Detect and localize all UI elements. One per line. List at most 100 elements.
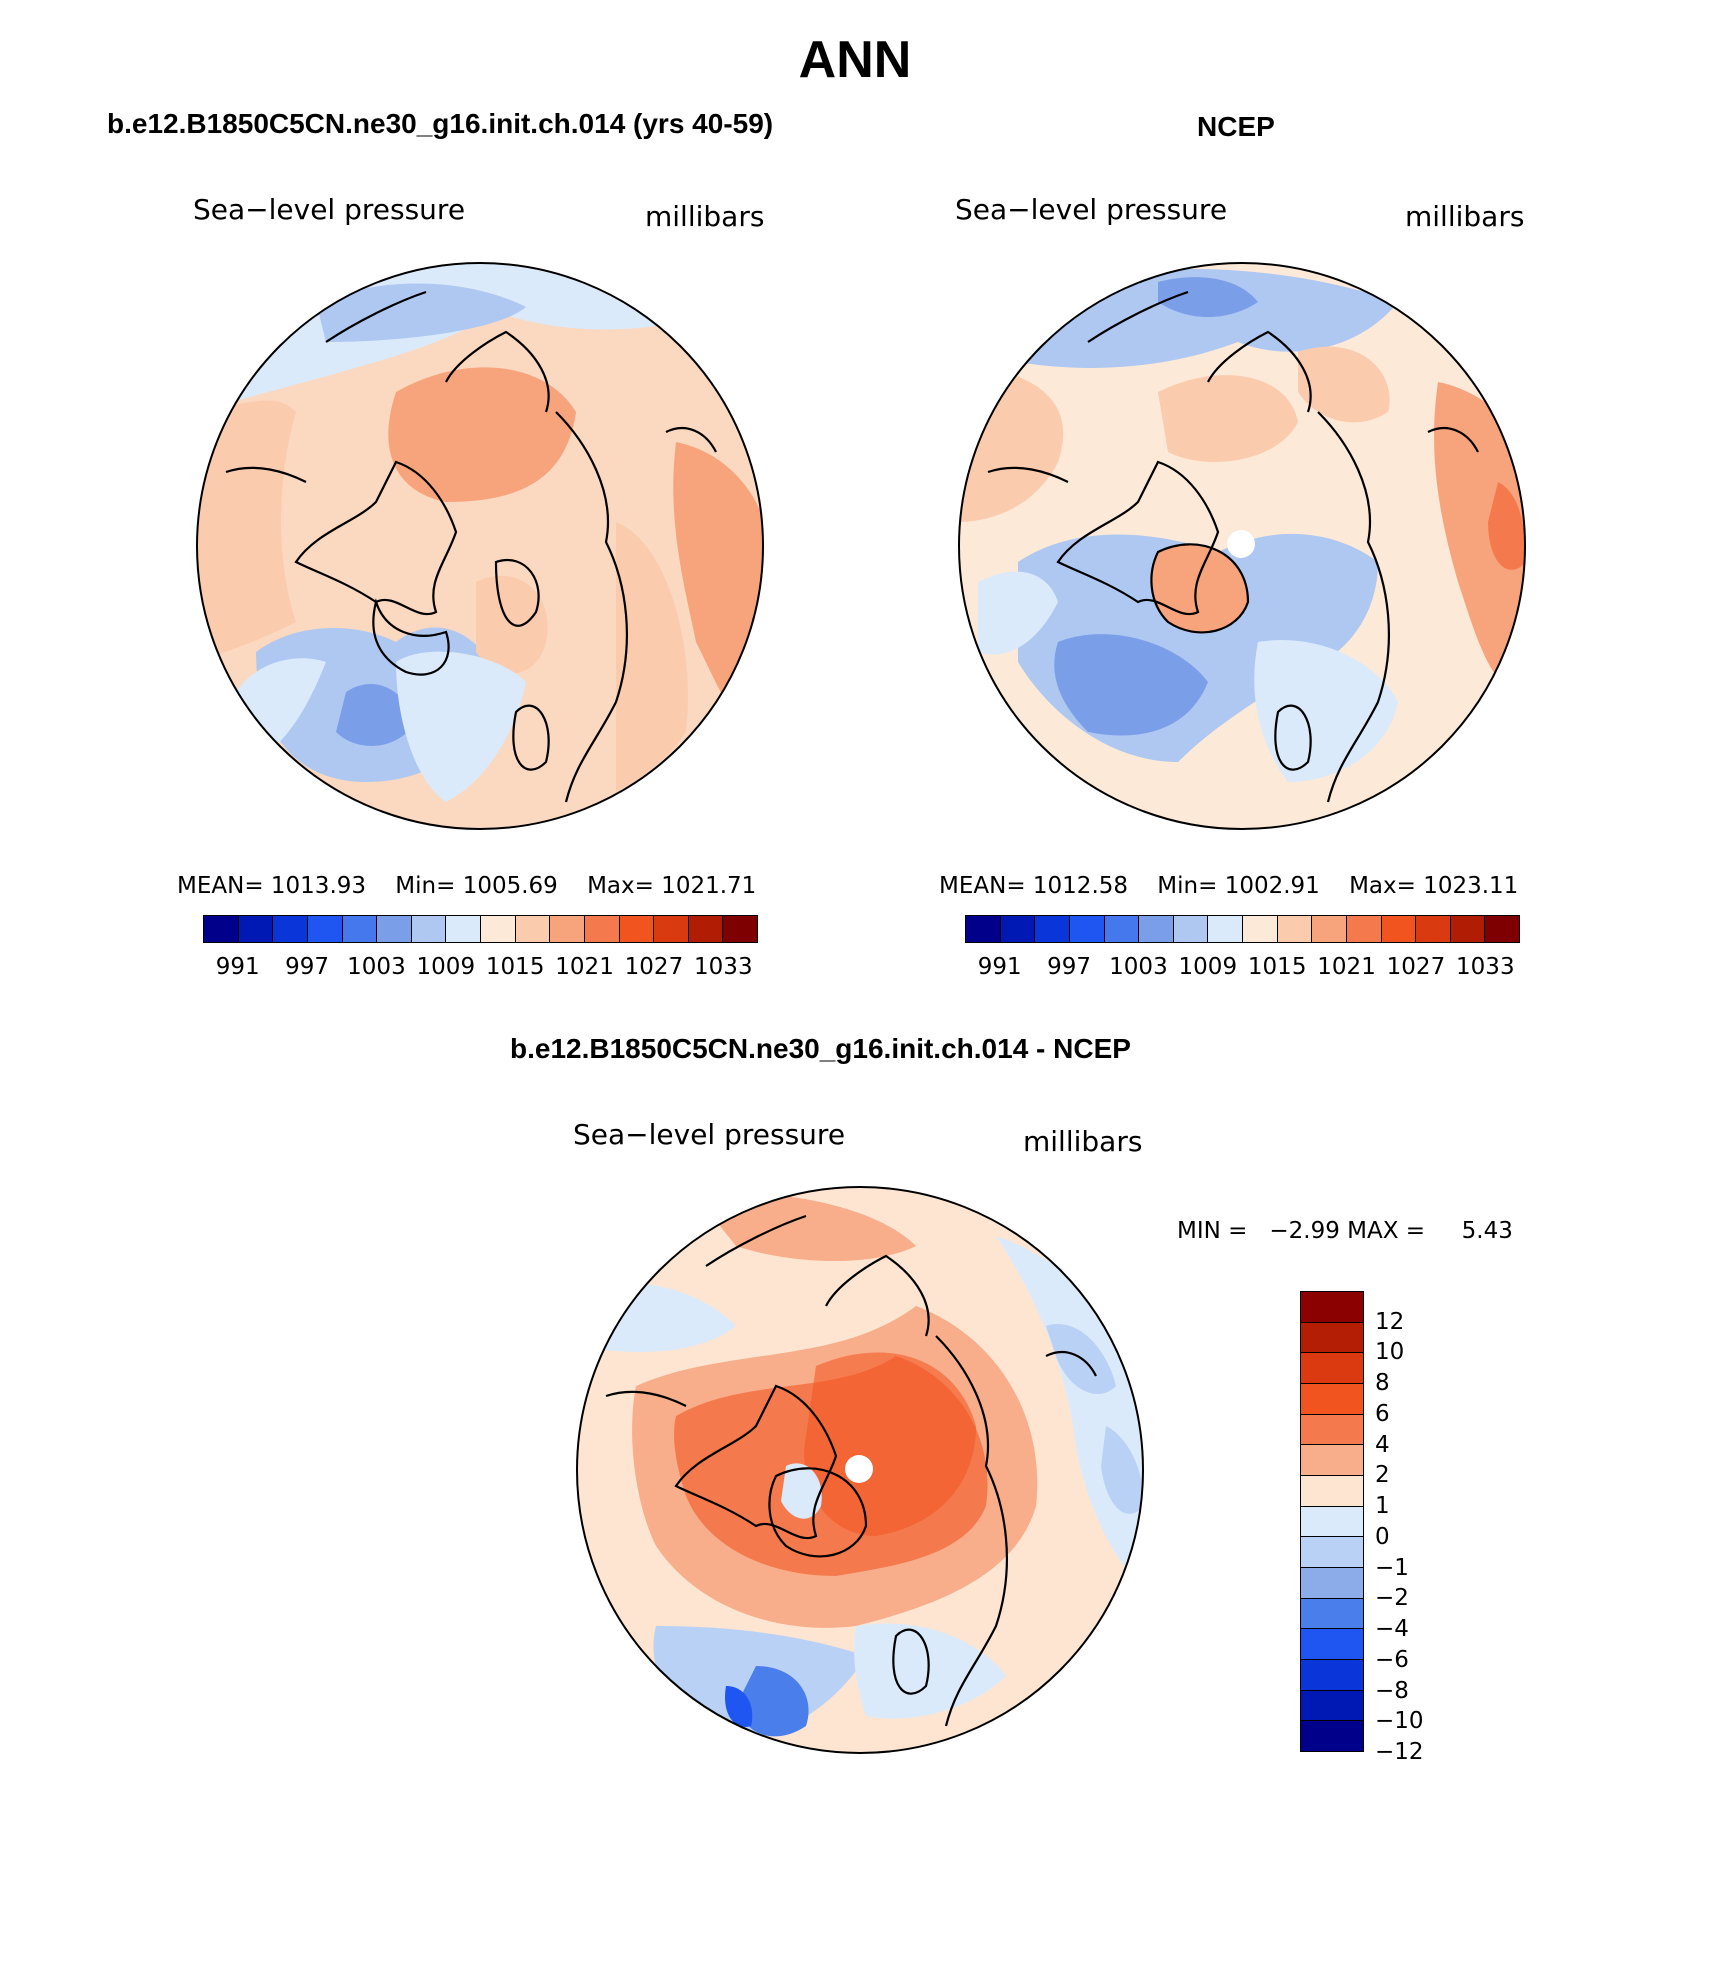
- colorbar-swatch: [1301, 1506, 1363, 1538]
- panel-2-stats: MEAN= 1012.58 Min= 1002.91 Max= 1023.11: [939, 873, 1518, 899]
- colorbar-tick-label: −8: [1375, 1677, 1409, 1704]
- panel-1-max-label: Max=: [587, 873, 654, 899]
- colorbar-swatch: [1301, 1384, 1363, 1415]
- colorbar-swatch: [550, 916, 585, 942]
- panel-2-min-value: 1002.91: [1224, 873, 1320, 899]
- colorbar-tick-label: 10: [1375, 1339, 1405, 1366]
- colorbar-swatch: [446, 916, 481, 942]
- panel-3-title: b.e12.B1850C5CN.ne30_g16.init.ch.014 - N…: [510, 1033, 1131, 1064]
- panel-3-max-label: MAX =: [1347, 1218, 1426, 1244]
- colorbar-swatch: [688, 916, 724, 942]
- colorbar-swatch: [411, 916, 447, 942]
- panel-1-min-value: 1005.69: [462, 873, 558, 899]
- colorbar-tick-label: 2: [1375, 1462, 1390, 1489]
- colorbar-tick-label: 8: [1375, 1370, 1390, 1397]
- panel-1-mean-label: MEAN=: [177, 873, 264, 899]
- colorbar-tick-label: 997: [1047, 954, 1092, 980]
- panel-2-units-label: millibars: [1405, 200, 1525, 233]
- colorbar-tick-label: 1009: [416, 954, 476, 980]
- colorbar-swatch: [1450, 916, 1486, 942]
- colorbar-swatch: [481, 916, 516, 942]
- panel-1-variable-label: Sea−level pressure: [193, 193, 466, 226]
- panel-1-title: b.e12.B1850C5CN.ne30_g16.init.ch.014 (yr…: [107, 108, 774, 139]
- colorbar-swatch: [273, 916, 308, 942]
- colorbar-swatch: [1301, 1721, 1363, 1752]
- colorbar-tick-label: −10: [1375, 1708, 1424, 1735]
- colorbar-swatch: [1301, 1322, 1363, 1354]
- colorbar-swatch: [723, 916, 757, 942]
- colorbar-tick-label: −2: [1375, 1585, 1409, 1612]
- panel-2-min-label: Min=: [1157, 873, 1218, 899]
- colorbar-tick-label: 991: [215, 954, 260, 980]
- colorbar-tick-label: 1021: [1317, 954, 1376, 980]
- colorbar-swatch: [1301, 1445, 1363, 1477]
- colorbar-swatch: [654, 916, 689, 942]
- colorbar-swatch: [1301, 1660, 1363, 1691]
- colorbar-swatch: [584, 916, 620, 942]
- colorbar-swatch: [1208, 916, 1243, 942]
- colorbar-tick-label: −4: [1375, 1616, 1409, 1643]
- colorbar-tick-label: 1003: [347, 954, 406, 980]
- colorbar-swatch: [342, 916, 378, 942]
- colorbar-swatch: [1301, 1629, 1363, 1661]
- panel-3-variable-label: Sea−level pressure: [573, 1118, 846, 1151]
- colorbar-swatch: [1346, 916, 1382, 942]
- colorbar-tick-label: 12: [1375, 1308, 1405, 1335]
- colorbar-swatch: [1312, 916, 1347, 942]
- colorbar-tick-label: −6: [1375, 1646, 1409, 1673]
- panel-2-max-value: 1023.11: [1423, 873, 1519, 899]
- colorbar-swatch: [1104, 916, 1140, 942]
- panel-1-stats: MEAN= 1013.93 Min= 1005.69 Max= 1021.71: [177, 873, 756, 899]
- colorbar-swatch: [1035, 916, 1070, 942]
- panel-2-max-label: Max=: [1349, 873, 1416, 899]
- colorbar-tick-label: 1027: [624, 954, 684, 980]
- colorbar-swatch: [1301, 1690, 1363, 1722]
- colorbar-tick-label: 997: [285, 954, 330, 980]
- colorbar-tick-label: 1015: [485, 954, 545, 980]
- figure-title: ANN: [798, 31, 912, 89]
- colorbar-swatch: [1277, 916, 1313, 942]
- panel-1-units-label: millibars: [645, 200, 765, 233]
- colorbar-tick-label: 1021: [555, 954, 614, 980]
- colorbar-swatch: [1000, 916, 1036, 942]
- colorbar-tick-label: 1015: [1247, 954, 1307, 980]
- colorbar-tick-label: 6: [1375, 1400, 1390, 1427]
- colorbar-tick-label: 0: [1375, 1523, 1390, 1550]
- colorbar-tick-label: 1003: [1109, 954, 1168, 980]
- panel-2-colorbar: [965, 915, 1520, 943]
- panel-3-colorbar-ticks: 12 10 8 6 4 2 1 0 −1 −2 −4 −6 −8 −10 −12: [1375, 1291, 1455, 1763]
- colorbar-swatch: [377, 916, 412, 942]
- colorbar-tick-label: −12: [1375, 1739, 1424, 1765]
- panel-3-polar-map: [576, 1186, 1144, 1754]
- panel-2-title: NCEP: [1197, 111, 1275, 142]
- panel-3-stats: MIN = −2.99 MAX = 5.43: [1177, 1218, 1513, 1244]
- colorbar-tick-label: 1009: [1178, 954, 1238, 980]
- panel-2-mean-label: MEAN=: [939, 873, 1026, 899]
- colorbar-tick-label: 1027: [1386, 954, 1446, 980]
- colorbar-tick-label: 1033: [1456, 954, 1515, 980]
- panel-1-min-label: Min=: [395, 873, 456, 899]
- colorbar-swatch: [1301, 1292, 1363, 1323]
- colorbar-swatch: [1301, 1414, 1363, 1446]
- colorbar-swatch: [1301, 1598, 1363, 1630]
- colorbar-swatch: [307, 916, 343, 942]
- colorbar-swatch: [1416, 916, 1451, 942]
- colorbar-swatch: [1301, 1537, 1363, 1569]
- colorbar-swatch: [1301, 1568, 1363, 1599]
- panel-3-min-label: MIN =: [1177, 1218, 1248, 1244]
- colorbar-swatch: [204, 916, 239, 942]
- colorbar-tick-label: 1: [1375, 1493, 1390, 1520]
- panel-1-colorbar: [203, 915, 758, 943]
- colorbar-swatch: [1381, 916, 1417, 942]
- panel-1-mean-value: 1013.93: [270, 873, 367, 899]
- colorbar-tick-label: 1033: [694, 954, 753, 980]
- panel-2-variable-label: Sea−level pressure: [955, 193, 1228, 226]
- panel-3-max-value: 5.43: [1461, 1218, 1513, 1244]
- colorbar-tick-label: 4: [1375, 1431, 1390, 1458]
- colorbar-tick-label: −1: [1375, 1554, 1409, 1581]
- panel-3-min-value: −2.99: [1269, 1218, 1340, 1244]
- panel-2-mean-value: 1012.58: [1032, 873, 1129, 899]
- panel-3-colorbar: [1300, 1291, 1364, 1752]
- colorbar-swatch: [1301, 1353, 1363, 1385]
- colorbar-swatch: [1173, 916, 1209, 942]
